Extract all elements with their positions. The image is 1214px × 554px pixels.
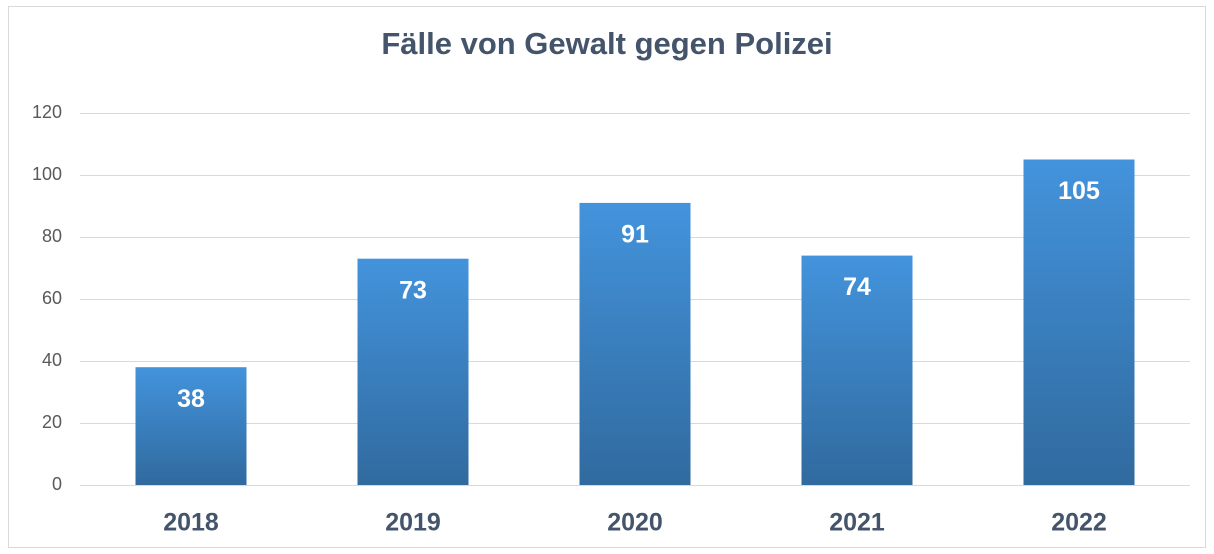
y-tick-label: 60 [42, 288, 62, 308]
x-tick-label: 2022 [1051, 509, 1107, 537]
x-tick-label: 2018 [163, 509, 219, 537]
bar-shade [801, 255, 913, 485]
x-tick-label: 2020 [607, 509, 663, 537]
data-label: 73 [399, 276, 427, 304]
bar-shade [579, 202, 691, 485]
bar-shade [135, 367, 247, 485]
x-tick-label: 2019 [385, 509, 441, 537]
y-tick-label: 80 [42, 226, 62, 246]
chart-title: Fälle von Gewalt gegen Polizei [381, 26, 832, 61]
data-label: 74 [843, 273, 871, 301]
y-tick-label: 40 [42, 350, 62, 370]
x-tick-label: 2021 [829, 509, 885, 537]
bar-shade [1023, 159, 1135, 485]
y-tick-label: 0 [52, 474, 62, 494]
data-label: 105 [1058, 177, 1100, 205]
data-label: 91 [621, 221, 649, 249]
y-tick-label: 120 [32, 102, 62, 122]
data-label: 38 [177, 385, 205, 413]
y-tick-label: 100 [32, 164, 62, 184]
bar-shade [357, 258, 469, 485]
y-tick-label: 20 [42, 412, 62, 432]
